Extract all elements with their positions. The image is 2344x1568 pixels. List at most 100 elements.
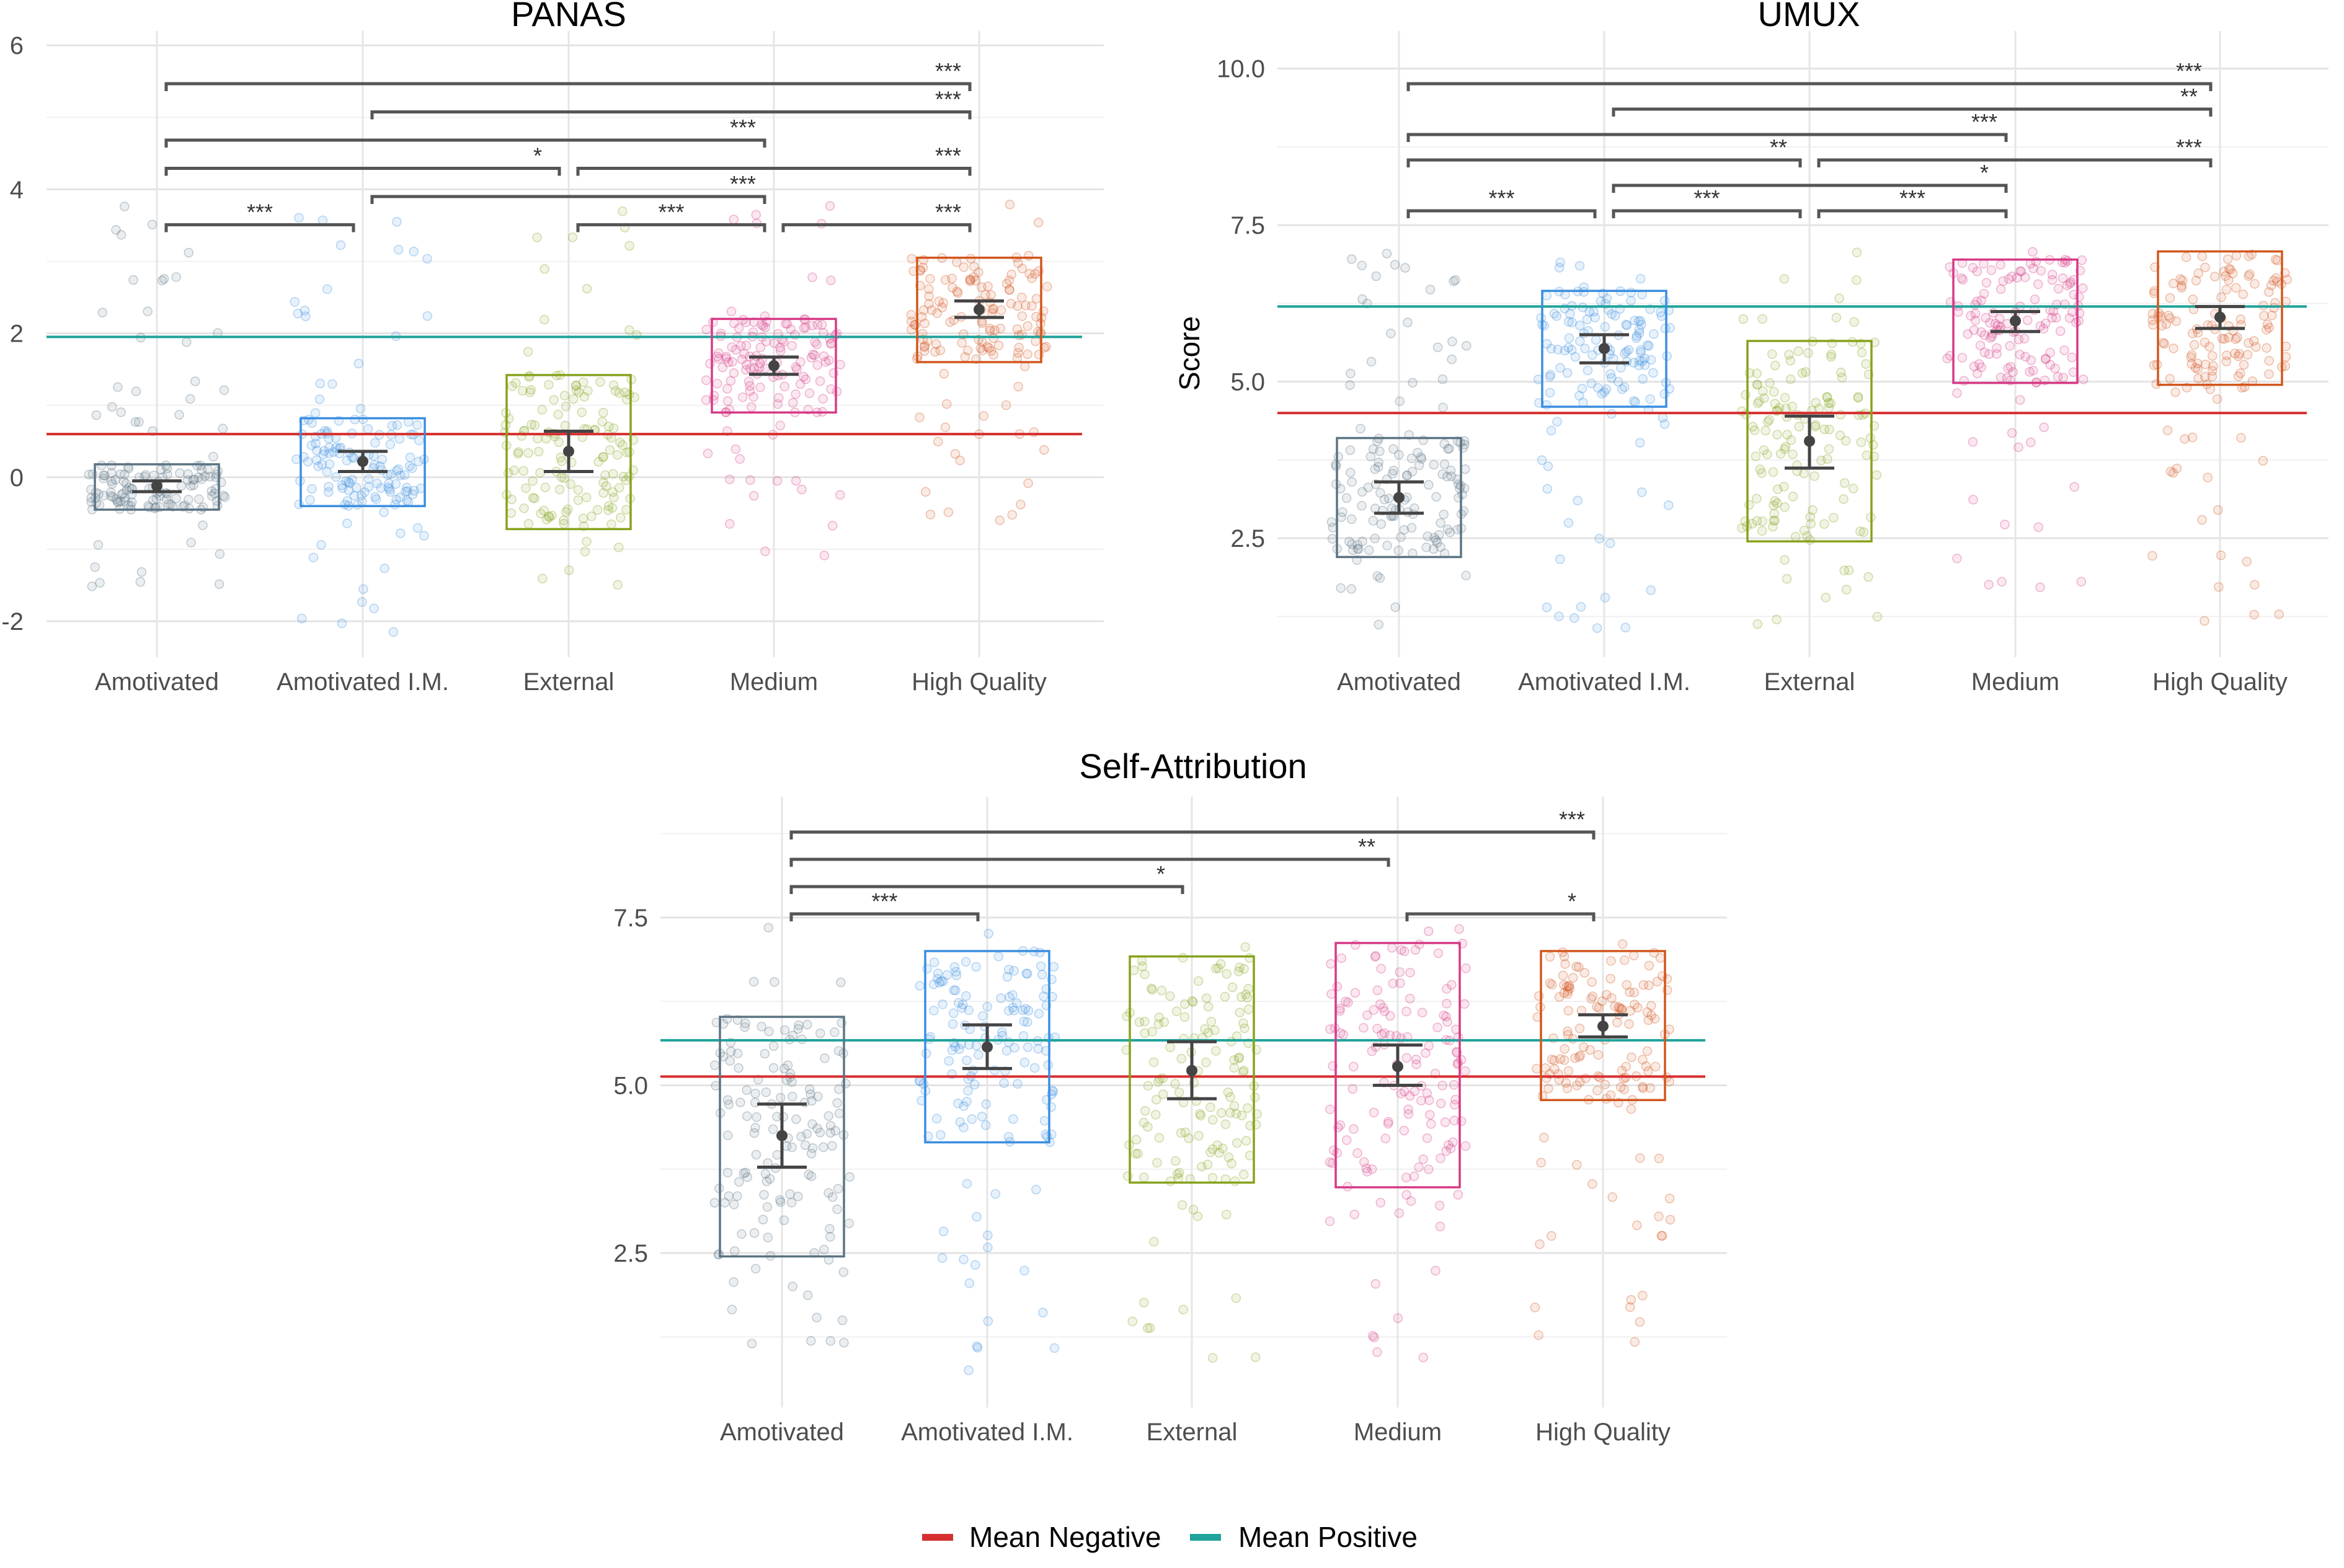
self-attribution-data-point xyxy=(1233,1053,1244,1063)
panas-data-point xyxy=(345,478,355,489)
panas-data-point xyxy=(1007,510,1018,520)
panas-data-point xyxy=(714,348,724,358)
panas-box-medium xyxy=(711,317,837,414)
panas-data-point xyxy=(312,445,322,456)
panas-data-point xyxy=(906,316,917,327)
umux-data-point xyxy=(1393,546,1403,556)
umux-data-point xyxy=(2234,348,2245,359)
umux-data-point xyxy=(2175,274,2185,284)
umux-data-point xyxy=(1992,343,2002,353)
umux-data-point xyxy=(1399,525,1410,535)
self-attribution-data-point xyxy=(819,1142,828,1153)
panas-data-point xyxy=(608,423,619,433)
umux-data-point xyxy=(1767,349,1777,359)
umux-significance-label: *** xyxy=(1971,109,1997,135)
panas-data-point xyxy=(969,262,979,272)
umux-data-point xyxy=(1757,516,1767,526)
self-attribution-data-point xyxy=(1422,1088,1432,1098)
self-attribution-data-point xyxy=(1665,1215,1676,1225)
self-attribution-data-point xyxy=(1405,967,1415,978)
self-attribution-data-point xyxy=(750,1088,760,1099)
umux-data-point xyxy=(2164,311,2173,321)
panas-significance-bracket xyxy=(370,195,766,204)
panas-data-point xyxy=(344,477,353,487)
self-attribution-data-point xyxy=(962,1055,972,1066)
self-attribution-data-point xyxy=(1654,1211,1664,1221)
panas-data-point xyxy=(614,483,624,493)
panas-data-point xyxy=(812,360,822,370)
umux-box-external xyxy=(1746,340,1873,543)
panas-data-point xyxy=(322,284,332,295)
umux-significance-label: * xyxy=(1980,160,1989,185)
panas-data-point xyxy=(395,492,405,502)
umux-data-point xyxy=(2250,279,2260,289)
umux-y-tick-label: 5.0 xyxy=(1230,369,1265,396)
self-attribution-data-point xyxy=(1038,1308,1048,1318)
self-attribution-data-point xyxy=(972,1211,982,1222)
self-attribution-data-point xyxy=(1620,955,1630,965)
self-attribution-data-point xyxy=(1195,1109,1205,1119)
panas-data-point xyxy=(387,420,397,431)
self-attribution-data-point xyxy=(1650,1061,1661,1071)
self-attribution-data-point xyxy=(1009,1006,1019,1016)
self-attribution-data-point xyxy=(1210,1025,1220,1035)
umux-data-point xyxy=(1772,614,1782,624)
panas-data-point xyxy=(97,308,108,317)
self-attribution-data-point xyxy=(830,1027,840,1037)
umux-data-point xyxy=(1839,494,1849,504)
panas-data-point xyxy=(208,451,218,462)
self-attribution-data-point xyxy=(1236,992,1246,1002)
panas-data-point xyxy=(795,379,806,389)
panas-data-point xyxy=(186,538,196,547)
umux-data-point xyxy=(2242,556,2252,567)
umux-data-point xyxy=(2235,314,2246,324)
panas-data-point xyxy=(215,549,225,559)
panas-data-point xyxy=(305,495,315,505)
panas-data-point xyxy=(969,272,979,282)
umux-data-point xyxy=(1751,451,1761,461)
umux-data-point xyxy=(1972,267,1982,277)
self-attribution-data-point xyxy=(1325,1216,1335,1226)
self-attribution-data-point xyxy=(1563,1026,1573,1037)
umux-data-point xyxy=(1826,398,1836,409)
panas-data-point xyxy=(314,394,325,404)
self-attribution-data-point xyxy=(1559,980,1569,990)
panas-data-point xyxy=(533,433,543,444)
umux-data-point xyxy=(1799,468,1809,479)
self-attribution-data-point xyxy=(740,1167,751,1177)
self-attribution-data-point xyxy=(1388,978,1398,988)
panas-data-point xyxy=(401,486,411,497)
panas-data-point xyxy=(303,456,313,467)
self-attribution-data-point xyxy=(834,1109,845,1118)
self-attribution-data-point xyxy=(918,1079,929,1089)
self-attribution-data-point xyxy=(747,1339,757,1349)
panas-data-point xyxy=(384,479,394,489)
panas-data-point xyxy=(592,505,603,515)
self-attribution-significance-label: *** xyxy=(871,888,897,914)
umux-data-point xyxy=(1545,370,1556,380)
umux-data-point xyxy=(1826,352,1836,362)
self-attribution-data-point xyxy=(838,1267,849,1277)
umux-data-point xyxy=(1872,611,1883,622)
self-attribution-data-point xyxy=(1411,1059,1421,1070)
umux-data-point xyxy=(2272,255,2283,265)
panas-data-point xyxy=(207,491,217,501)
umux-data-point xyxy=(1429,544,1439,554)
umux-data-point xyxy=(1782,574,1792,584)
umux-data-point xyxy=(2224,332,2234,343)
panas-data-point xyxy=(598,452,608,463)
self-attribution-data-point xyxy=(1395,967,1405,977)
umux-data-point xyxy=(2235,368,2245,378)
self-attribution-data-point xyxy=(1641,1061,1651,1071)
self-attribution-data-point xyxy=(788,1091,797,1102)
self-attribution-data-point xyxy=(1443,1140,1454,1150)
self-attribution-data-point xyxy=(775,1195,785,1205)
self-attribution-data-point xyxy=(757,1022,766,1032)
self-attribution-data-point xyxy=(1574,1052,1584,1062)
umux-data-point xyxy=(1752,379,1762,389)
self-attribution-data-point xyxy=(783,1060,793,1070)
self-attribution-data-point xyxy=(1539,1133,1549,1143)
umux-data-point xyxy=(1374,458,1383,467)
self-attribution-data-point xyxy=(959,1122,969,1133)
panas-data-point xyxy=(115,496,125,506)
